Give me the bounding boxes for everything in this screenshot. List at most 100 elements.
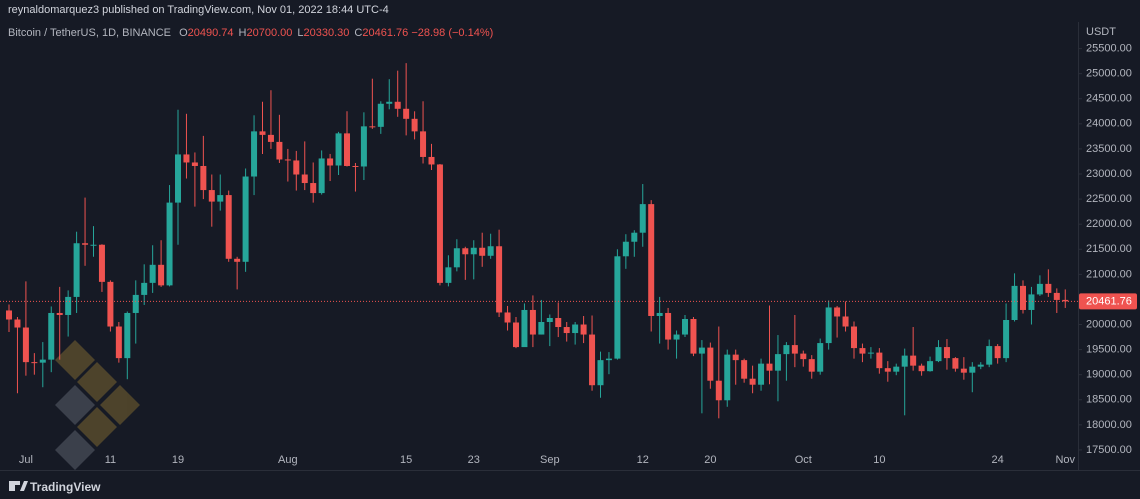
- candle-body: [732, 354, 739, 361]
- y-axis-label: USDT: [1086, 26, 1116, 38]
- candle-body: [98, 244, 105, 282]
- candle-body: [665, 312, 672, 340]
- y-tick-label: 20000.00: [1086, 318, 1132, 330]
- candle-body: [521, 309, 528, 348]
- y-tick-label: 17500.00: [1086, 444, 1132, 456]
- y-tick-label: 21000.00: [1086, 268, 1132, 280]
- candle-body: [242, 176, 249, 262]
- candle-body: [1003, 319, 1010, 359]
- x-tick-label: 15: [400, 454, 412, 466]
- candle-body: [935, 347, 942, 362]
- candle-body: [648, 204, 655, 316]
- candle-body: [969, 366, 976, 373]
- candle-body: [115, 326, 122, 359]
- x-tick-label: Aug: [278, 454, 298, 466]
- candle-body: [453, 248, 460, 268]
- candle-body: [259, 131, 266, 135]
- y-tick-label: 18000.00: [1086, 419, 1132, 431]
- candle-body: [132, 294, 139, 313]
- candle-body: [1053, 292, 1060, 300]
- candle-body: [504, 312, 511, 323]
- x-tick-label: Jul: [19, 454, 33, 466]
- y-tick-label: 25000.00: [1086, 68, 1132, 80]
- x-tick-label: Nov: [1055, 454, 1075, 466]
- candle-body: [1062, 299, 1069, 302]
- candle-body: [267, 134, 274, 142]
- candle-body: [1036, 283, 1043, 295]
- candle-body: [563, 327, 570, 334]
- y-tick-label: 25500.00: [1086, 42, 1132, 54]
- candle-body: [360, 126, 367, 167]
- candle-body: [217, 195, 224, 202]
- candle-body: [1011, 285, 1018, 320]
- plot: 17500.00 18000.00 18500.00 19000.00 19500.00…: [0, 42, 1137, 466]
- candle-body: [344, 133, 350, 166]
- last-price-box: [1079, 293, 1137, 310]
- legend-value: 20461.76: [362, 27, 409, 39]
- candle-body: [555, 317, 562, 328]
- candle-body: [141, 282, 148, 295]
- candle-body: [800, 353, 807, 360]
- candle-body: [698, 347, 705, 354]
- candle-body: [597, 360, 604, 386]
- footer-brand: TradingView: [30, 480, 101, 494]
- x-tick-label: 24: [992, 454, 1004, 466]
- legend-key: C: [354, 27, 363, 39]
- candle-body: [386, 101, 393, 104]
- candle-body: [377, 103, 384, 127]
- candle-body: [6, 310, 12, 320]
- candle-body: [943, 347, 950, 359]
- x-tick-label: 20: [704, 454, 716, 466]
- x-tick-label: 10: [873, 454, 885, 466]
- candle-body: [436, 164, 443, 283]
- candle-body: [411, 118, 418, 132]
- candle-body: [284, 159, 291, 161]
- watermark: [55, 340, 140, 470]
- candle-body: [352, 165, 359, 167]
- candle-body: [65, 296, 72, 315]
- candle-body: [327, 158, 334, 166]
- candle-body: [842, 316, 849, 327]
- candle-body: [724, 354, 731, 401]
- candle-body: [158, 264, 165, 286]
- y-tick-label: 23000.00: [1086, 168, 1132, 180]
- candle-body: [183, 154, 190, 163]
- candle-body: [124, 312, 131, 359]
- legend-value: 20700.00: [246, 27, 293, 39]
- candle-body: [741, 360, 748, 379]
- candle-body: [817, 343, 824, 372]
- candle-body: [749, 378, 756, 385]
- candle-body: [825, 307, 832, 344]
- candle-body: [605, 358, 612, 361]
- candle-body: [622, 241, 629, 257]
- brand-logo: [9, 481, 28, 491]
- candle-body: [208, 190, 215, 202]
- x-tick-label: 23: [468, 454, 480, 466]
- candle-body: [690, 318, 697, 354]
- candle-body: [851, 326, 857, 349]
- legend-value: 20330.30: [303, 27, 350, 39]
- legend-key: H: [238, 27, 247, 39]
- candle-body: [715, 380, 722, 401]
- x-tick-label: Sep: [540, 454, 560, 466]
- candle-body: [191, 162, 198, 166]
- candle-body: [572, 324, 579, 334]
- candle-body: [589, 334, 596, 386]
- legend-key: O: [179, 27, 188, 39]
- candle-body: [986, 346, 993, 365]
- y-tick-label: 18500.00: [1086, 394, 1132, 406]
- candle-body: [766, 363, 773, 371]
- candle-body: [420, 131, 427, 157]
- candle-body: [234, 258, 241, 262]
- candle-body: [462, 248, 469, 255]
- candle-body: [166, 202, 173, 286]
- candle-body: [893, 366, 900, 372]
- candle-body: [927, 361, 934, 372]
- legend-value: 20490.74: [187, 27, 234, 39]
- change: −28.98 (−0.14%): [411, 27, 494, 39]
- candle-body: [445, 267, 452, 283]
- legend: Bitcoin / TetherUS, 1D, BINANCE O20490.7…: [8, 27, 493, 39]
- y-tick-label: 19500.00: [1086, 344, 1132, 356]
- candle-body: [39, 359, 46, 363]
- y-tick-label: 23500.00: [1086, 143, 1132, 155]
